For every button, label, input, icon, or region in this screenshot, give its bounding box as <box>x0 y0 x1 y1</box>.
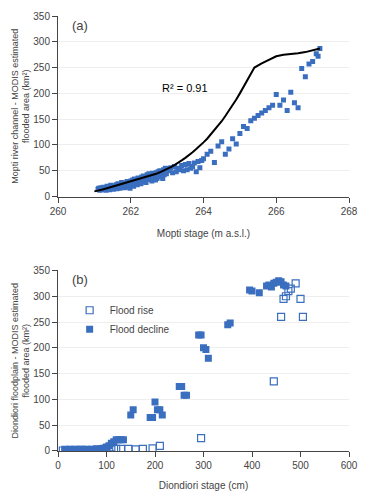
svg-text:Diondiori stage (cm): Diondiori stage (cm) <box>159 480 248 491</box>
svg-text:0: 0 <box>44 191 50 202</box>
svg-text:100: 100 <box>33 139 50 150</box>
svg-text:260: 260 <box>50 206 67 217</box>
svg-text:0: 0 <box>44 445 50 456</box>
svg-text:Flood decline: Flood decline <box>110 324 170 335</box>
svg-text:150: 150 <box>33 368 50 379</box>
svg-text:250: 250 <box>33 317 50 328</box>
svg-text:50: 50 <box>39 420 51 431</box>
svg-text:0: 0 <box>55 460 61 471</box>
svg-text:200: 200 <box>33 88 50 99</box>
svg-text:100: 100 <box>98 460 115 471</box>
svg-text:50: 50 <box>39 165 51 176</box>
svg-text:264: 264 <box>195 206 212 217</box>
svg-text:268: 268 <box>341 206 358 217</box>
svg-text:300: 300 <box>195 460 212 471</box>
svg-text:300: 300 <box>33 36 50 47</box>
svg-text:350: 350 <box>33 265 50 276</box>
svg-text:Mopti river channel - MODIS es: Mopti river channel - MODIS estimatedflo… <box>10 29 32 184</box>
svg-text:262: 262 <box>122 206 139 217</box>
svg-text:200: 200 <box>147 460 164 471</box>
svg-text:Flood rise: Flood rise <box>110 305 154 316</box>
svg-text:400: 400 <box>244 460 261 471</box>
svg-text:150: 150 <box>33 114 50 125</box>
svg-text:Diondiori floodplain - MODIS e: Diondiori floodplain - MODIS estimatedfl… <box>10 283 32 439</box>
svg-text:250: 250 <box>33 62 50 73</box>
svg-text:200: 200 <box>33 342 50 353</box>
svg-text:100: 100 <box>33 394 50 405</box>
svg-text:266: 266 <box>268 206 285 217</box>
svg-text:500: 500 <box>292 460 309 471</box>
svg-text:R² = 0.91: R² = 0.91 <box>162 82 208 94</box>
svg-text:350: 350 <box>33 11 50 22</box>
svg-text:300: 300 <box>33 291 50 302</box>
svg-text:600: 600 <box>341 460 358 471</box>
svg-text:(b): (b) <box>72 272 88 287</box>
svg-text:Mopti stage (m a.s.l.): Mopti stage (m a.s.l.) <box>157 228 250 239</box>
svg-text:(a): (a) <box>72 18 88 33</box>
